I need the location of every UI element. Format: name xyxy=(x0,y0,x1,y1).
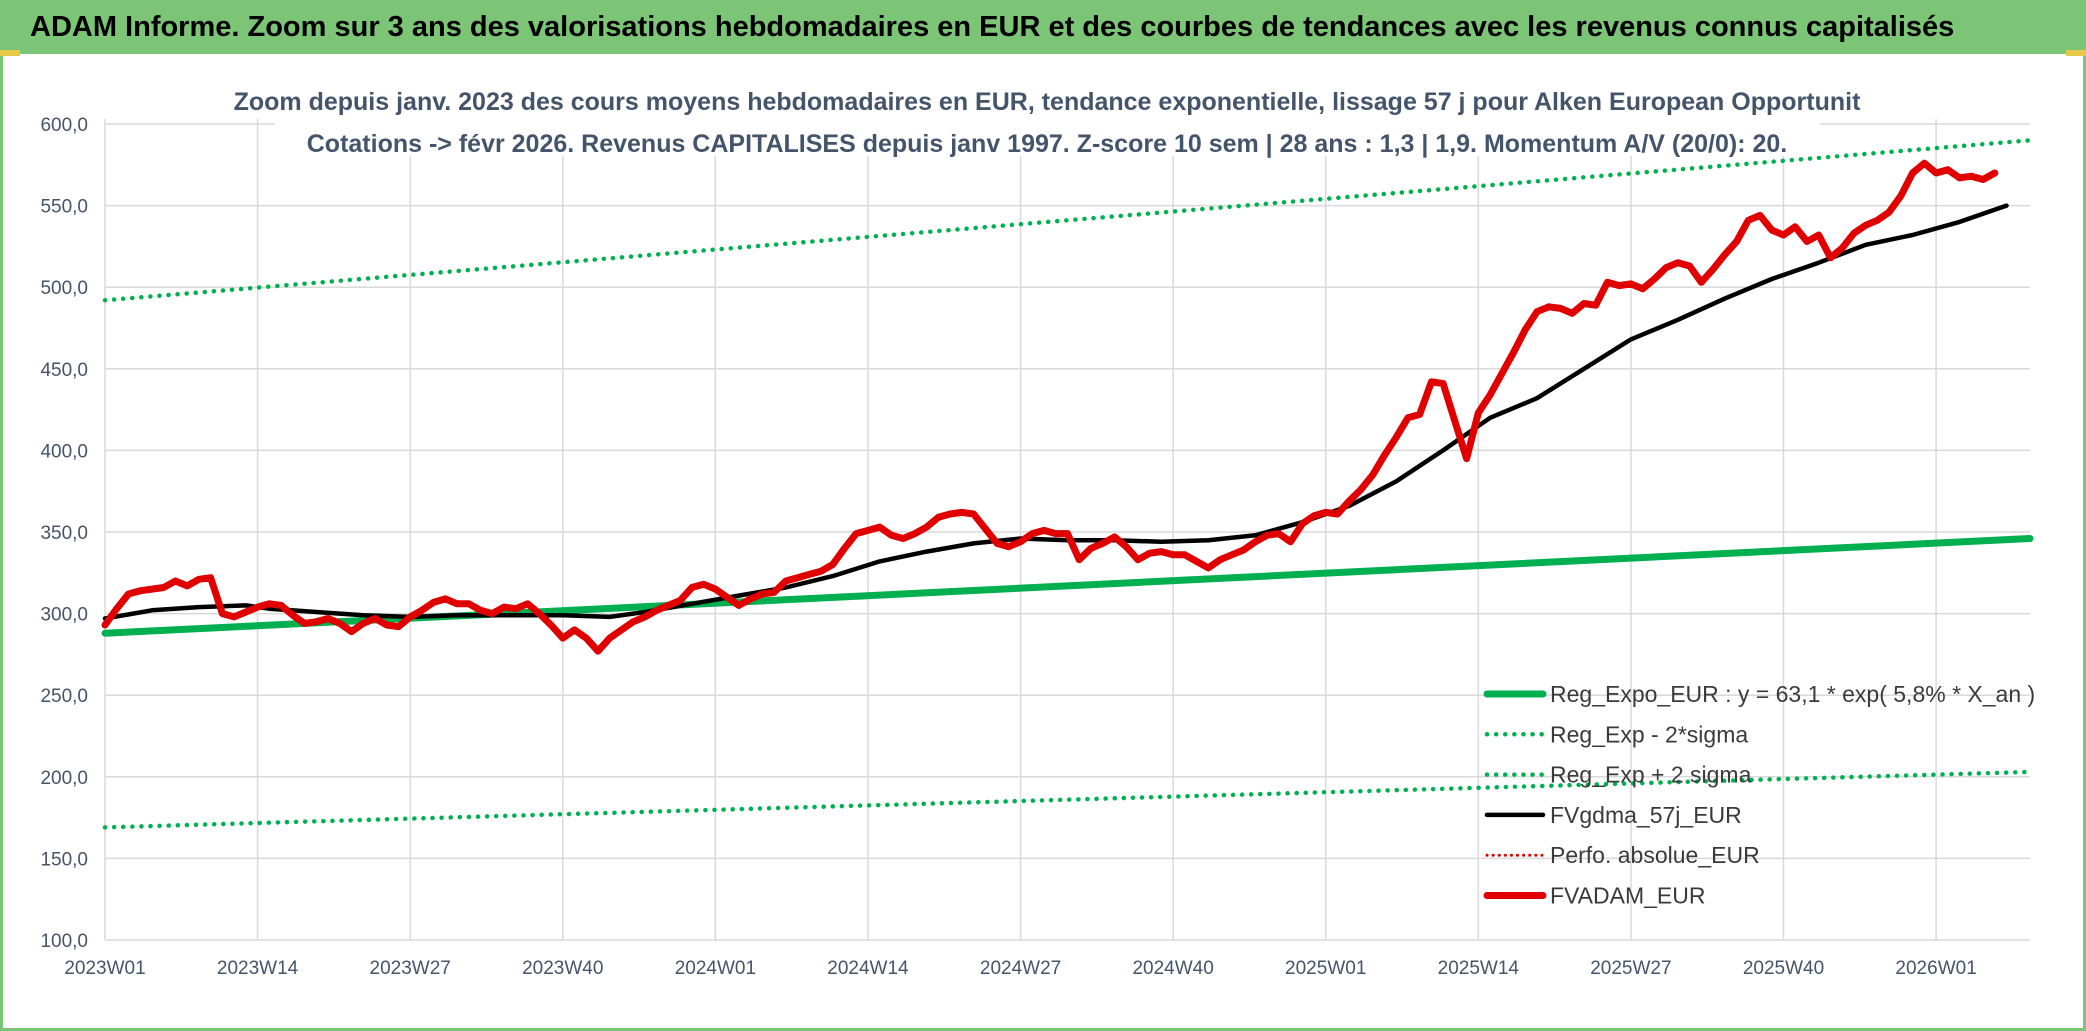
chart-title-line-2: Cotations -> févr 2026. Revenus CAPITALI… xyxy=(307,130,1788,158)
series-line-3 xyxy=(102,203,2009,621)
series-line-2 xyxy=(102,769,2033,830)
page-title: ADAM Informe. Zoom sur 3 ans des valoris… xyxy=(0,0,2086,54)
x-tick-label: 2023W01 xyxy=(64,958,145,979)
y-tick-label: 450,0 xyxy=(40,360,88,381)
y-tick-label: 300,0 xyxy=(40,605,88,626)
series-line-0 xyxy=(101,535,2034,637)
x-tick-label: 2024W40 xyxy=(1132,958,1213,979)
x-tick-label: 2025W14 xyxy=(1438,958,1520,979)
x-tick-label: 2026W01 xyxy=(1895,958,1976,979)
banner-accent-left xyxy=(0,50,20,56)
y-tick-label: 500,0 xyxy=(40,278,88,299)
y-tick-label: 400,0 xyxy=(40,441,88,462)
chart-series xyxy=(101,138,2034,830)
y-tick-label: 250,0 xyxy=(40,686,88,707)
x-axis: 2023W01 2023W14 2023W27 2023W40 2024W01 2024W… xyxy=(64,958,1976,979)
x-tick-label: 2025W01 xyxy=(1285,958,1366,979)
y-tick-label: 350,0 xyxy=(40,523,88,544)
legend-label: FVADAM_EUR xyxy=(1550,883,1706,909)
legend-label: FVgdma_57j_EUR xyxy=(1550,802,1742,828)
legend-label: Reg_Exp - 2*sigma xyxy=(1550,721,1748,747)
x-tick-label: 2023W14 xyxy=(217,958,299,979)
series-line-1 xyxy=(102,138,2033,303)
title-backdrop xyxy=(275,80,1820,156)
x-tick-label: 2024W14 xyxy=(827,958,909,979)
series-line-5 xyxy=(101,159,1999,655)
x-tick-label: 2025W40 xyxy=(1743,958,1824,979)
x-tick-label: 2023W27 xyxy=(370,958,451,979)
x-tick-label: 2023W40 xyxy=(522,958,603,979)
legend-label: Reg_Exp + 2 sigma xyxy=(1550,762,1752,788)
chart-title-line-1: Zoom depuis janv. 2023 des cours moyens … xyxy=(234,88,1861,116)
x-tick-label: 2025W27 xyxy=(1590,958,1671,979)
x-tick-label: 2024W01 xyxy=(675,958,756,979)
legend-label: Perfo. absolue_EUR xyxy=(1550,842,1760,868)
y-tick-label: 200,0 xyxy=(40,768,88,789)
y-axis: 100,0 150,0 200,0 250,0 300,0 350,0 400,0 450,0… xyxy=(40,115,88,952)
y-tick-label: 150,0 xyxy=(40,849,88,870)
y-tick-label: 550,0 xyxy=(40,197,88,218)
y-tick-label: 600,0 xyxy=(40,115,88,136)
banner-accent-right xyxy=(2066,50,2086,56)
x-tick-label: 2024W27 xyxy=(980,958,1061,979)
y-tick-label: 100,0 xyxy=(40,931,88,952)
chart-legend: Reg_Expo_EUR : y = 63,1 * exp( 5,8% * X_… xyxy=(1483,681,2035,909)
legend-label: Reg_Expo_EUR : y = 63,1 * exp( 5,8% * X_… xyxy=(1550,681,2035,707)
